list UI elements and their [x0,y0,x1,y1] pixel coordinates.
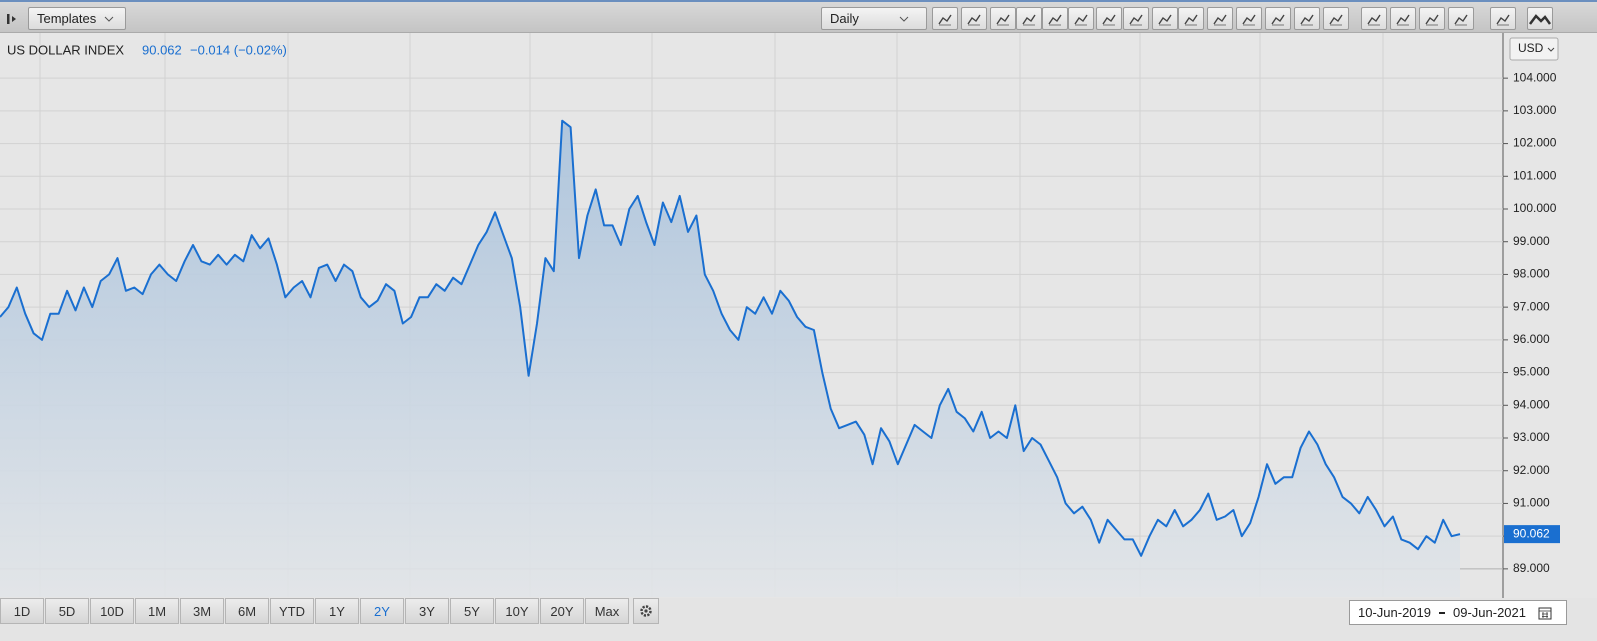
y-tick-label: 103.000 [1513,103,1557,117]
icon [1425,14,1439,25]
range-button[interactable]: 5Y [450,598,494,624]
y-tick-label: 91.000 [1513,496,1550,510]
icon [1396,14,1410,25]
icon [1074,14,1088,25]
templates-label: Templates [37,11,97,26]
range-button[interactable]: 1M [135,598,179,624]
icon [1213,14,1227,25]
icon [1454,14,1468,25]
icon [1184,14,1198,25]
dropdown-arrow [1547,47,1555,52]
toolbar-icon-button[interactable] [1236,7,1262,30]
range-button[interactable]: 10D [90,598,134,624]
icon [938,14,952,25]
toolbar-icon-button[interactable] [932,7,958,30]
toolbar-icon-button[interactable] [1068,7,1094,30]
interval-label: Daily [830,11,859,26]
y-tick-label: 104.000 [1513,70,1557,84]
range-buttons: 1D 5D 10D 1M 3M 6M YTD 1Y 2Y 3Y 5Y 10Y 20Y Max [0,598,629,624]
settings-button[interactable] [633,598,659,624]
y-tick-label: 92.000 [1513,463,1550,477]
icon [1271,14,1285,25]
y-tick-label: 101.000 [1513,168,1557,182]
last-price-tag [1504,525,1560,544]
toolbar-icon-button[interactable] [1390,7,1416,30]
toolbar-icon-button[interactable] [1294,7,1320,30]
y-tick-label: 95.000 [1513,365,1550,379]
y-tick-label: 100.000 [1513,201,1557,215]
toolbar-icon-button[interactable] [1178,7,1204,30]
range-button[interactable]: 10Y [495,598,539,624]
toolbar-icon-button[interactable] [1527,7,1553,30]
range-button[interactable]: YTD [270,598,314,624]
templates-dropdown[interactable]: Templates [28,7,126,30]
instrument-name: US DOLLAR INDEX [7,42,124,57]
y-tick-label: 94.000 [1513,397,1550,411]
price-line [0,119,1461,557]
y-tick-label: 97.000 [1513,299,1550,313]
date-from: 10-Jun-2019 [1358,605,1431,620]
collapse-button[interactable] [4,7,26,30]
icon [1300,14,1314,25]
icon [967,14,981,25]
toolbar-icon-button[interactable] [1042,7,1068,30]
icon [1329,14,1343,25]
icon [1242,14,1256,25]
axis-background [1503,33,1597,598]
range-button[interactable]: Max [585,598,629,624]
icon [1102,14,1116,25]
toolbar-icon-button[interactable] [1016,7,1042,30]
area-fill [0,120,1460,597]
y-tick-label: 99.000 [1513,234,1550,248]
chart: 89.00090.00091.00092.00093.00094.00095.0… [0,33,1597,598]
icon [1022,14,1036,25]
toolbar-icon-button[interactable] [1323,7,1349,30]
icon [1496,14,1510,25]
icon [1529,13,1551,25]
toolbar: Templates Daily [0,0,1597,33]
y-tick-label: 102.000 [1513,136,1557,150]
toolbar-icon-button[interactable] [990,7,1016,30]
range-button[interactable]: 1Y [315,598,359,624]
toolbar-icon-button[interactable] [1207,7,1233,30]
range-button[interactable]: 6M [225,598,269,624]
icon [1367,14,1381,25]
y-tick-label: 89.000 [1513,561,1550,575]
bottom-bar: 1D 5D 10D 1M 3M 6M YTD 1Y 2Y 3Y 5Y 10Y 20Y Max 10-Jun… [0,598,1597,641]
toolbar-icon-button[interactable] [1123,7,1149,30]
range-button[interactable]: 3M [180,598,224,624]
range-button[interactable]: 1D [0,598,44,624]
toolbar-icon-button[interactable] [1152,7,1178,30]
toolbar-icon-button[interactable] [1096,7,1122,30]
icon [1158,14,1172,25]
date-to: 09-Jun-2021 [1453,605,1526,620]
interval-dropdown[interactable]: Daily [821,7,927,30]
last-price-label: 90.062 [1513,526,1550,540]
header-price: 90.062 [142,42,182,57]
currency-dropdown[interactable] [1509,37,1559,61]
y-tick-label: 93.000 [1513,430,1550,444]
toolbar-icon-button[interactable] [1419,7,1445,30]
toolbar-icon-button[interactable] [961,7,987,30]
range-button[interactable]: 20Y [540,598,584,624]
icon [996,14,1010,25]
range-button[interactable]: 5D [45,598,89,624]
icon [1129,14,1143,25]
y-tick-label: 96.000 [1513,332,1550,346]
header-change: −0.014 (−0.02%) [190,42,287,57]
date-range[interactable]: 10-Jun-2019 09-Jun-2021 [1349,600,1567,625]
y-tick-label: 98.000 [1513,267,1550,281]
toolbar-icon-button[interactable] [1490,7,1516,30]
toolbar-icon-button[interactable] [1361,7,1387,30]
toolbar-icon-button[interactable] [1448,7,1474,30]
range-button[interactable]: 3Y [405,598,449,624]
currency-label: USD [1518,41,1544,55]
range-button[interactable]: 2Y [360,598,404,624]
icon [1048,14,1062,25]
toolbar-icon-button[interactable] [1265,7,1291,30]
